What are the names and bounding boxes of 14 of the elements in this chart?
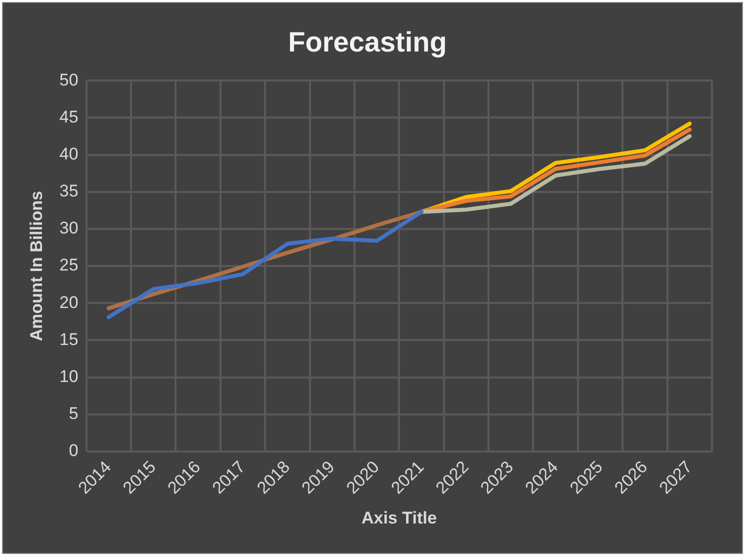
chart-title: Forecasting	[288, 26, 447, 58]
x-axis-title: Axis Title	[362, 508, 437, 528]
y-tick-label: 40	[59, 144, 78, 164]
y-axis-title: Amount In Billions	[26, 190, 46, 342]
y-tick-label: 45	[59, 107, 78, 126]
y-tick-label: 35	[59, 182, 78, 201]
y-tick-label: 30	[59, 218, 78, 238]
y-tick-label: 10	[59, 366, 78, 386]
y-tick-label: 15	[59, 330, 78, 349]
y-tick-label: 5	[68, 404, 78, 424]
y-tick-label: 25	[59, 256, 78, 275]
y-tick-label: 0	[68, 441, 78, 460]
y-tick-label: 50	[59, 70, 78, 90]
y-tick-label: 20	[59, 292, 78, 312]
